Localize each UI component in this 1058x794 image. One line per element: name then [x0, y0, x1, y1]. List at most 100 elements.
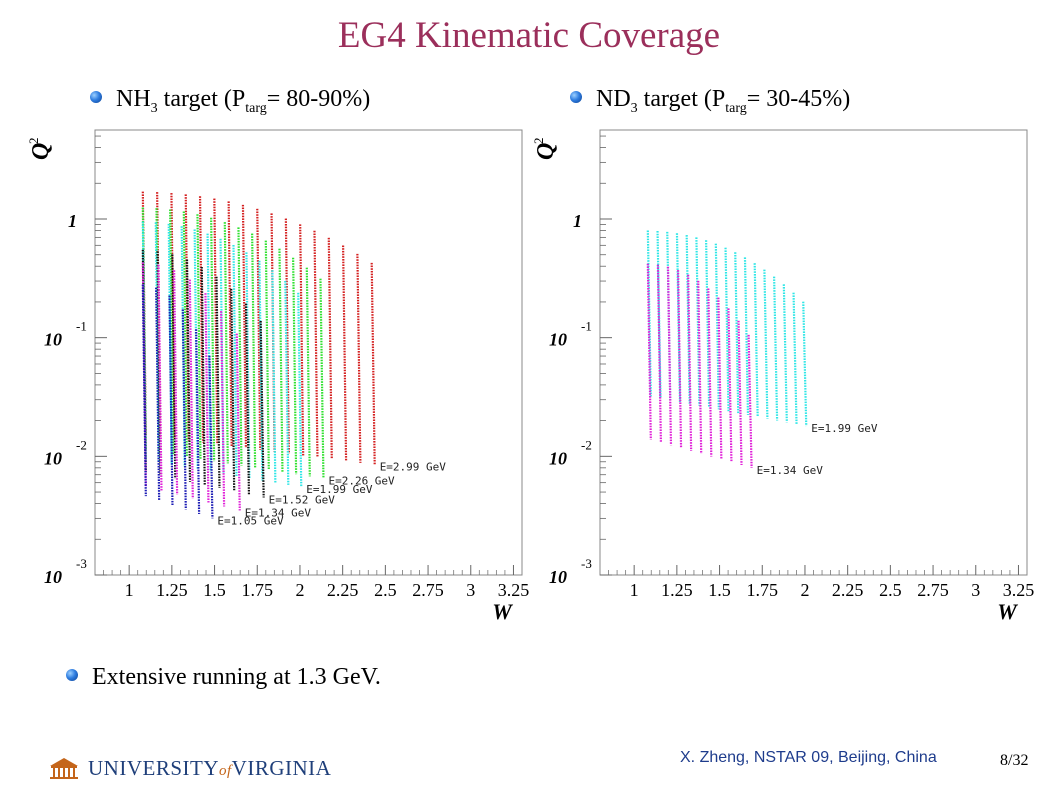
data-line — [737, 320, 743, 466]
data-line — [167, 223, 173, 465]
y-axis-label: Q2 — [26, 138, 54, 161]
data-line — [185, 259, 192, 482]
y-tick-base: 10 — [44, 567, 62, 587]
x-tick-label: 2.75 — [412, 580, 444, 600]
y-axis-label-exponent: 2 — [531, 138, 546, 145]
data-line — [206, 233, 212, 472]
x-tick-label: 1.75 — [242, 580, 274, 600]
bullet-dot-icon — [66, 669, 78, 682]
y-tick-label: 10 -2 — [549, 437, 592, 468]
data-line — [264, 240, 270, 470]
slide-title: EG4 Kinematic Coverage — [337, 15, 721, 56]
series-label: E=1.52 GeV — [269, 493, 336, 506]
y-tick-label: 1 — [68, 211, 77, 231]
bullet-dot-icon — [90, 91, 102, 104]
data-line — [204, 293, 210, 503]
data-line — [707, 288, 713, 457]
x-tick-label: 3 — [971, 580, 980, 600]
y-tick-exponent: -3 — [76, 556, 87, 571]
data-line — [370, 262, 376, 465]
data-line — [220, 311, 226, 507]
data-line — [208, 355, 214, 519]
data-line — [182, 211, 188, 457]
y-tick-exponent: -3 — [581, 556, 592, 571]
data-line — [241, 204, 248, 449]
data-line — [210, 217, 216, 462]
data-line — [278, 248, 284, 473]
x-tick-label: 2 — [295, 580, 304, 600]
data-line — [646, 230, 652, 397]
y-tick-base: 1 — [573, 211, 582, 231]
data-line — [195, 329, 201, 514]
y-tick-label: 10 -3 — [44, 556, 87, 587]
y-tick-base: 10 — [549, 448, 567, 468]
series-label: E=2.99 GeV — [380, 461, 447, 474]
series-1.05 — [141, 284, 214, 519]
y-tick-base: 10 — [549, 567, 567, 587]
rotunda-icon — [50, 758, 78, 779]
data-line — [235, 333, 241, 511]
y-tick-base: 10 — [44, 330, 62, 350]
bullet-nd3-target: ND3 target (Ptarg= 30-45%) — [570, 86, 850, 117]
data-line — [743, 257, 750, 415]
data-line — [259, 320, 265, 498]
data-line — [284, 280, 290, 485]
data-line — [157, 264, 163, 491]
series-label: E=1.05 GeV — [217, 514, 284, 527]
data-line — [155, 287, 161, 501]
data-line — [773, 276, 779, 421]
data-line — [230, 288, 236, 492]
series-label: E=1.34 GeV — [245, 506, 312, 519]
data-line — [244, 303, 251, 495]
data-line — [724, 247, 730, 412]
y-tick-label: 1 — [573, 211, 582, 231]
data-line — [215, 276, 221, 489]
series-1.34 — [646, 263, 753, 468]
data-line — [188, 279, 194, 499]
university-logo: UNIVERSITYofVIRGINIA — [48, 756, 331, 782]
data-line — [313, 230, 319, 458]
bullet-extensive-running: Extensive running at 1.3 GeV. — [66, 664, 381, 691]
data-line — [299, 224, 305, 456]
series-label: E=1.99 GeV — [811, 422, 878, 435]
data-line — [753, 263, 759, 417]
data-line — [213, 198, 219, 445]
data-line — [356, 253, 362, 463]
chart-nd3: 1 1.25 1.5 1.75 2 2.25 2.5 2.75 3 3.25 10 -3 10 -2 10-… — [505, 120, 1035, 630]
data-line — [181, 309, 187, 510]
data-line — [717, 297, 723, 460]
data-line — [714, 243, 720, 410]
bullet-dot-icon — [570, 91, 582, 104]
y-tick-label: 10 -1 — [44, 319, 87, 350]
y-tick-label: 10 -2 — [44, 437, 87, 468]
data-line — [232, 245, 238, 477]
x-tick-label: 1.5 — [203, 580, 226, 600]
x-axis-label: W — [492, 599, 513, 624]
y-tick-label: 10 -3 — [549, 556, 592, 587]
data-line — [327, 237, 333, 460]
data-line — [687, 274, 693, 451]
data-line — [763, 269, 769, 419]
data-line — [292, 257, 298, 475]
x-tick-label: 1.5 — [708, 580, 731, 600]
series-1.99 — [646, 230, 808, 427]
data-line — [802, 301, 808, 427]
y-tick-base: 10 — [549, 330, 567, 350]
data-line — [258, 260, 264, 481]
x-tick-label: 2.5 — [879, 580, 902, 600]
x-axis-label: W — [997, 599, 1018, 624]
y-tick-base: 1 — [68, 211, 77, 231]
x-tick-label: 2.5 — [374, 580, 397, 600]
data-line — [223, 222, 229, 464]
data-line — [237, 227, 243, 466]
y-axis-label-text: Q — [28, 143, 54, 160]
chart-nh3-svg: 1 1.25 1.5 1.75 2 2.25 2.5 2.75 3 3.2510-310-210-… — [26, 129, 529, 624]
x-tick-label: 1.25 — [661, 580, 693, 600]
y-axis-label: Q2 — [531, 138, 559, 161]
x-tick-label: 1.25 — [156, 580, 188, 600]
series-2.26 — [141, 207, 325, 479]
series-label: E=1.34 GeV — [757, 464, 824, 477]
x-tick-label: 2.25 — [832, 580, 864, 600]
y-axis-label-text: Q — [533, 143, 559, 160]
series-label: E=2.26 GeV — [328, 475, 395, 488]
